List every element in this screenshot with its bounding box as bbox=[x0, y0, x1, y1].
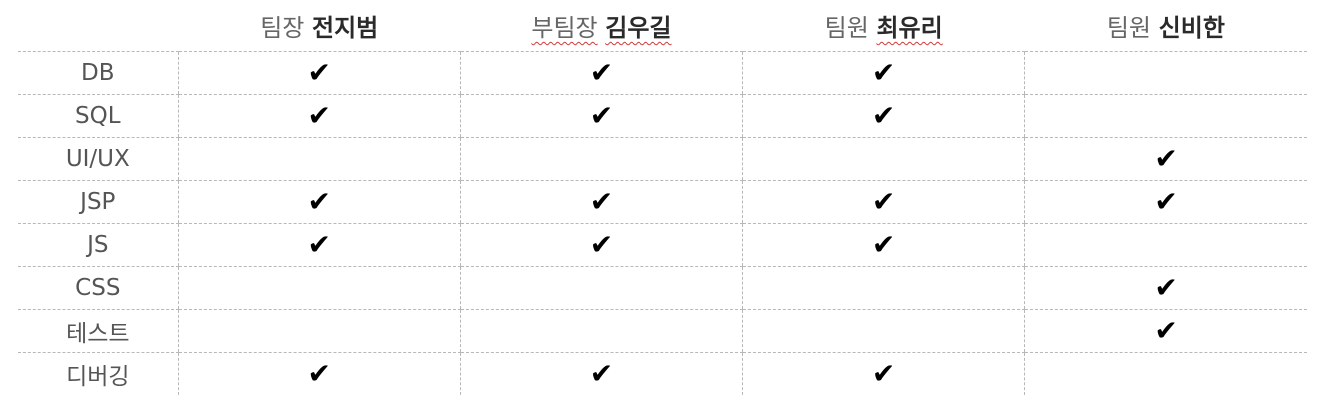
check-cell bbox=[742, 309, 1025, 353]
skill-table: 팀장 전지범 부팀장 김우길 팀원 최유리 팀원 신비한 DB ✔ ✔ ✔ SQ… bbox=[18, 0, 1307, 395]
check-cell bbox=[1024, 51, 1307, 95]
check-cell: ✔ bbox=[459, 180, 743, 224]
skill-label: 테스트 bbox=[18, 309, 179, 353]
member-role: 팀원 bbox=[824, 13, 869, 42]
member-name: 김우길 bbox=[605, 13, 672, 42]
check-cell: ✔ bbox=[742, 223, 1025, 267]
member-name: 전지범 bbox=[312, 13, 379, 42]
skill-label: UI/UX bbox=[18, 137, 179, 181]
check-cell bbox=[459, 137, 743, 181]
check-cell bbox=[177, 266, 461, 310]
check-cell: ✔ bbox=[459, 352, 743, 395]
table-row: JSP ✔ ✔ ✔ ✔ bbox=[18, 180, 1307, 224]
check-cell: ✔ bbox=[177, 223, 461, 267]
skill-label: JS bbox=[18, 223, 179, 267]
check-cell bbox=[1024, 223, 1307, 267]
check-cell: ✔ bbox=[1024, 266, 1307, 310]
check-cell: ✔ bbox=[177, 51, 461, 95]
member-role: 부팀장 bbox=[531, 13, 598, 42]
header-corner bbox=[18, 0, 179, 52]
table-row: UI/UX ✔ bbox=[18, 137, 1307, 181]
header-row: 팀장 전지범 부팀장 김우길 팀원 최유리 팀원 신비한 bbox=[18, 0, 1307, 52]
check-cell: ✔ bbox=[459, 51, 743, 95]
skill-matrix: 팀장 전지범 부팀장 김우길 팀원 최유리 팀원 신비한 DB ✔ ✔ ✔ SQ… bbox=[18, 0, 1307, 400]
check-cell: ✔ bbox=[1024, 309, 1307, 353]
table-row: 디버깅 ✔ ✔ ✔ bbox=[18, 352, 1307, 395]
check-cell: ✔ bbox=[742, 180, 1025, 224]
skill-label: 디버깅 bbox=[66, 363, 130, 390]
member-role: 팀장 bbox=[260, 13, 305, 42]
check-cell bbox=[177, 137, 461, 181]
check-cell bbox=[742, 137, 1025, 181]
member-name: 신비한 bbox=[1158, 13, 1225, 42]
check-cell bbox=[177, 309, 461, 353]
table-row: DB ✔ ✔ ✔ bbox=[18, 51, 1307, 95]
check-cell: ✔ bbox=[742, 51, 1025, 95]
table-row: CSS ✔ bbox=[18, 266, 1307, 310]
table-row: SQL ✔ ✔ ✔ bbox=[18, 94, 1307, 138]
skill-label: JSP bbox=[18, 180, 179, 224]
member-header: 부팀장 김우길 bbox=[460, 0, 743, 52]
table-row: JS ✔ ✔ ✔ bbox=[18, 223, 1307, 267]
member-name: 최유리 bbox=[876, 13, 943, 42]
check-cell: ✔ bbox=[1024, 180, 1307, 224]
check-cell: ✔ bbox=[1024, 137, 1307, 181]
check-cell bbox=[1024, 94, 1307, 138]
check-cell: ✔ bbox=[177, 180, 461, 224]
member-role: 팀원 bbox=[1106, 13, 1152, 42]
check-cell bbox=[1024, 352, 1307, 395]
table-row: 테스트 ✔ bbox=[18, 309, 1307, 353]
check-cell: ✔ bbox=[459, 223, 743, 267]
skill-label: SQL bbox=[18, 94, 179, 138]
skill-label: CSS bbox=[18, 266, 179, 310]
member-header: 팀원 신비한 bbox=[1024, 0, 1307, 52]
skill-label: DB bbox=[18, 51, 179, 95]
check-cell bbox=[742, 266, 1025, 310]
member-header: 팀장 전지범 bbox=[178, 0, 461, 52]
check-cell: ✔ bbox=[177, 352, 461, 395]
check-cell: ✔ bbox=[177, 94, 461, 138]
check-cell: ✔ bbox=[742, 352, 1025, 395]
check-cell bbox=[459, 309, 743, 353]
check-cell: ✔ bbox=[742, 94, 1025, 138]
member-header: 팀원 최유리 bbox=[742, 0, 1025, 52]
check-cell: ✔ bbox=[459, 94, 743, 138]
check-cell bbox=[459, 266, 743, 310]
